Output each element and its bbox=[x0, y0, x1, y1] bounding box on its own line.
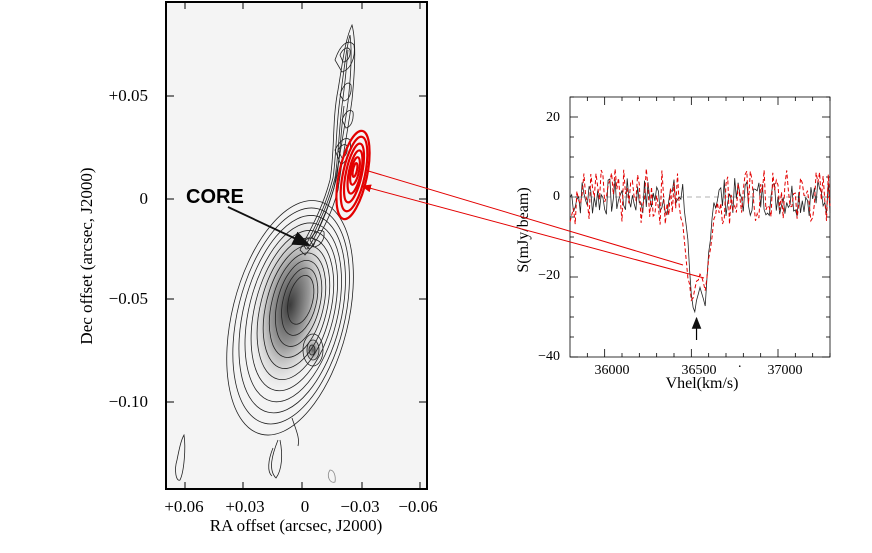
secondary-peak-contour bbox=[302, 333, 324, 367]
spectrum-ytick-label: 20 bbox=[546, 110, 560, 125]
spectrum-y-axis-title: S(mJy/beam) bbox=[515, 187, 532, 272]
spectrum-black-line bbox=[569, 178, 831, 314]
spectrum-ytick-label: −40 bbox=[538, 349, 560, 364]
lobe-contour bbox=[268, 252, 327, 358]
lobe-contour bbox=[232, 207, 350, 425]
lobe-contour bbox=[244, 222, 342, 403]
secondary-peak-contour bbox=[308, 344, 316, 356]
map-ytick-label: 0 bbox=[140, 189, 149, 208]
spectrum-red-dashed-line bbox=[569, 168, 831, 302]
connector-line-upper bbox=[364, 169, 684, 266]
map-y-axis-title: Dec offset (arcsec, J2000) bbox=[77, 167, 96, 344]
lobe-contour bbox=[281, 267, 319, 336]
spectrum-x-axis-title: Vhel(km/s) bbox=[666, 375, 739, 392]
spectrum-ytick-label: 0 bbox=[553, 189, 560, 204]
lobe-contour bbox=[275, 259, 323, 347]
spectrum-xtick-label: 36500 bbox=[682, 363, 717, 378]
core-label: CORE bbox=[186, 186, 244, 208]
spectrum-ytick-label: −20 bbox=[538, 268, 560, 283]
connector-arrow-lower bbox=[361, 184, 705, 279]
radio-jet-contours bbox=[175, 23, 371, 483]
map-xtick-label: −0.03 bbox=[340, 497, 379, 516]
hi-absorption-contours bbox=[335, 129, 371, 221]
vlbi-map-panel: +0.05 0 −0.05 −0.10 +0.06 +0.03 0 −0.03 … bbox=[77, 1, 438, 535]
spectrum-panel: 36000 36500 37000 20 0 −20 −40 . Vhel(km… bbox=[515, 96, 831, 392]
map-xtick-label: +0.03 bbox=[225, 497, 264, 516]
lobe-contour bbox=[287, 274, 315, 325]
map-ticks bbox=[166, 2, 427, 489]
lobe-contour bbox=[226, 200, 354, 436]
lobe-contour bbox=[262, 245, 331, 369]
map-ytick-label: −0.10 bbox=[109, 392, 148, 411]
stray-dot: . bbox=[738, 356, 742, 371]
map-ytick-label: +0.05 bbox=[109, 86, 148, 105]
connector-lines bbox=[361, 169, 705, 279]
spectrum-ticks bbox=[570, 96, 831, 358]
map-x-axis-title: RA offset (arcsec, J2000) bbox=[210, 516, 382, 535]
map-xtick-label: −0.06 bbox=[398, 497, 437, 516]
spectrum-xtick-label: 36000 bbox=[595, 363, 630, 378]
map-ytick-label: −0.05 bbox=[109, 289, 148, 308]
lobe-contour bbox=[250, 230, 338, 392]
spectrum-xtick-label: 37000 bbox=[768, 363, 803, 378]
map-frame bbox=[165, 1, 428, 490]
secondary-peak-contour bbox=[306, 339, 320, 361]
map-xtick-label: 0 bbox=[301, 497, 310, 516]
spectrum-frame bbox=[569, 96, 831, 358]
map-xtick-label: +0.06 bbox=[164, 497, 203, 516]
core-pointer-arrow bbox=[227, 206, 311, 246]
